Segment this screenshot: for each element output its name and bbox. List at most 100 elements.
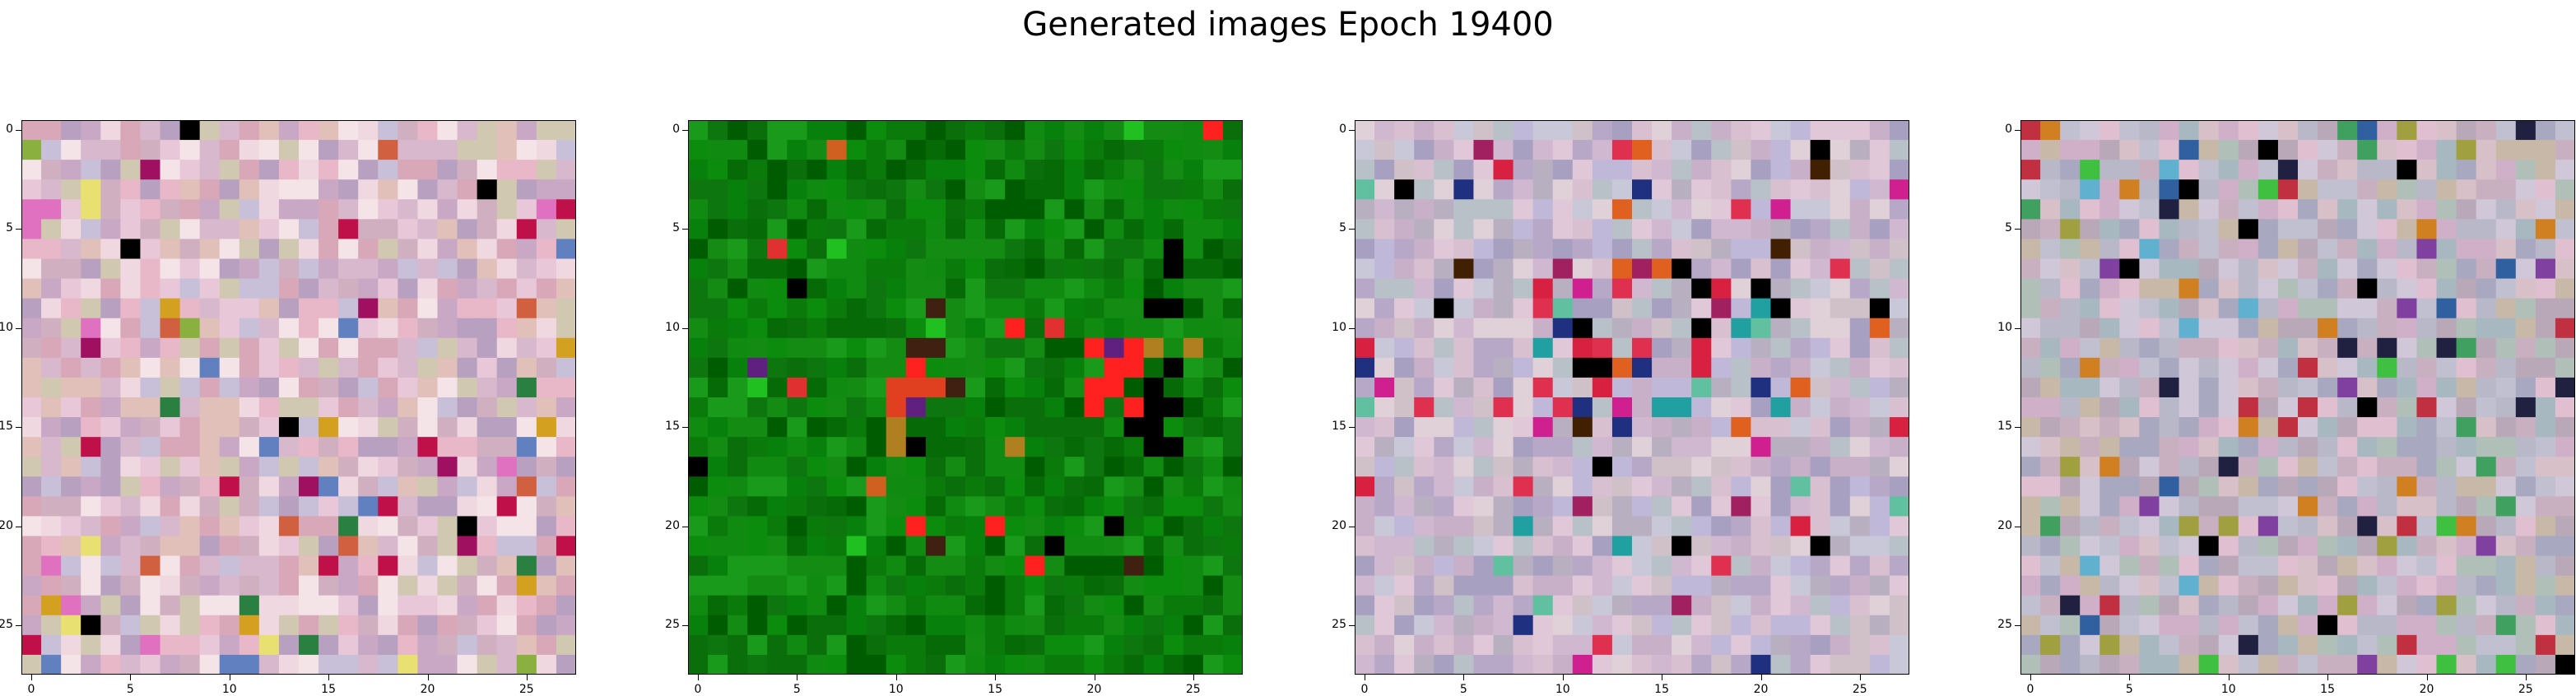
pixel xyxy=(477,496,498,517)
pixel xyxy=(140,516,161,537)
pixel xyxy=(905,278,927,299)
pixel xyxy=(985,199,1006,220)
pixel xyxy=(199,536,221,557)
pixel xyxy=(846,536,867,557)
pixel xyxy=(160,476,181,497)
x-tick xyxy=(1859,675,1861,680)
x-tick-label: 5 xyxy=(2125,683,2133,696)
pixel xyxy=(688,120,709,141)
pixel xyxy=(457,397,478,418)
pixel xyxy=(1143,337,1165,359)
x-tick xyxy=(2129,675,2131,680)
pixel xyxy=(1222,318,1243,339)
pixel xyxy=(457,555,478,577)
pixel xyxy=(21,457,42,477)
pixel xyxy=(100,654,121,675)
pixel xyxy=(496,516,518,537)
y-tick xyxy=(1349,327,1355,329)
pixel xyxy=(258,199,280,220)
y-tick xyxy=(1349,130,1355,131)
pixel xyxy=(477,120,498,141)
pixel xyxy=(477,654,498,675)
pixel xyxy=(1025,377,1045,398)
pixel xyxy=(1044,496,1065,517)
pixel xyxy=(556,337,576,359)
pixel xyxy=(258,417,280,438)
pixel xyxy=(239,140,260,160)
pixel xyxy=(278,199,300,220)
pixel xyxy=(299,179,319,200)
pixel xyxy=(120,377,142,398)
pixel xyxy=(536,258,557,280)
pixel xyxy=(219,536,240,557)
pixel xyxy=(767,160,788,180)
pixel xyxy=(219,160,240,180)
pixel xyxy=(1163,357,1184,378)
pixel xyxy=(1183,337,1204,359)
pixel xyxy=(61,575,81,596)
pixel xyxy=(437,298,458,319)
pixel xyxy=(536,615,557,636)
pixel xyxy=(728,397,748,418)
pixel xyxy=(826,239,848,260)
pixel xyxy=(1084,199,1105,220)
pixel xyxy=(747,337,768,359)
pixel xyxy=(258,337,280,359)
pixel xyxy=(457,575,478,596)
pixel xyxy=(358,199,379,220)
pixel xyxy=(846,377,867,398)
pixel xyxy=(477,140,498,160)
pixel xyxy=(1163,496,1184,517)
y-tick-label: 0 xyxy=(672,123,680,136)
pixel xyxy=(886,179,907,200)
x-tick xyxy=(698,675,699,680)
pixel xyxy=(1183,120,1204,141)
pixel xyxy=(299,219,319,240)
pixel xyxy=(826,555,848,577)
pixel xyxy=(21,219,42,240)
pixel xyxy=(100,377,121,398)
pixel xyxy=(219,377,240,398)
pixel xyxy=(417,258,439,280)
pixel xyxy=(239,239,260,260)
pixel xyxy=(708,516,728,537)
pixel xyxy=(140,595,161,616)
pixel xyxy=(728,140,748,160)
pixel xyxy=(21,397,42,418)
pixel xyxy=(516,457,537,477)
pixel xyxy=(1163,140,1184,160)
pixel xyxy=(965,377,986,398)
pixel xyxy=(516,417,537,438)
x-tick-label: 10 xyxy=(1555,683,1570,696)
pixel xyxy=(160,595,181,616)
pixel xyxy=(708,219,728,240)
pixel xyxy=(556,140,576,160)
pixel xyxy=(179,120,201,141)
pixel xyxy=(905,377,927,398)
pixel xyxy=(1202,258,1224,280)
pixel xyxy=(100,536,121,557)
pixel xyxy=(925,160,946,180)
pixel xyxy=(21,239,42,260)
pixel xyxy=(1202,199,1224,220)
pixel xyxy=(747,318,768,339)
pixel xyxy=(688,357,709,378)
pixel xyxy=(886,496,907,517)
pixel xyxy=(338,654,359,675)
pixel xyxy=(179,516,201,537)
pixel xyxy=(708,536,728,557)
pixel xyxy=(1104,199,1125,220)
pixel xyxy=(846,219,867,240)
pixel xyxy=(1005,496,1025,517)
pixel xyxy=(378,160,398,180)
pixel xyxy=(358,239,379,260)
pixel xyxy=(1104,258,1125,280)
pixel xyxy=(457,377,478,398)
pixel xyxy=(1064,298,1086,319)
pixel xyxy=(160,654,181,675)
pixel xyxy=(866,437,887,457)
pixel xyxy=(708,496,728,517)
pixel xyxy=(398,298,419,319)
pixel xyxy=(398,536,419,557)
pixel xyxy=(437,496,458,517)
